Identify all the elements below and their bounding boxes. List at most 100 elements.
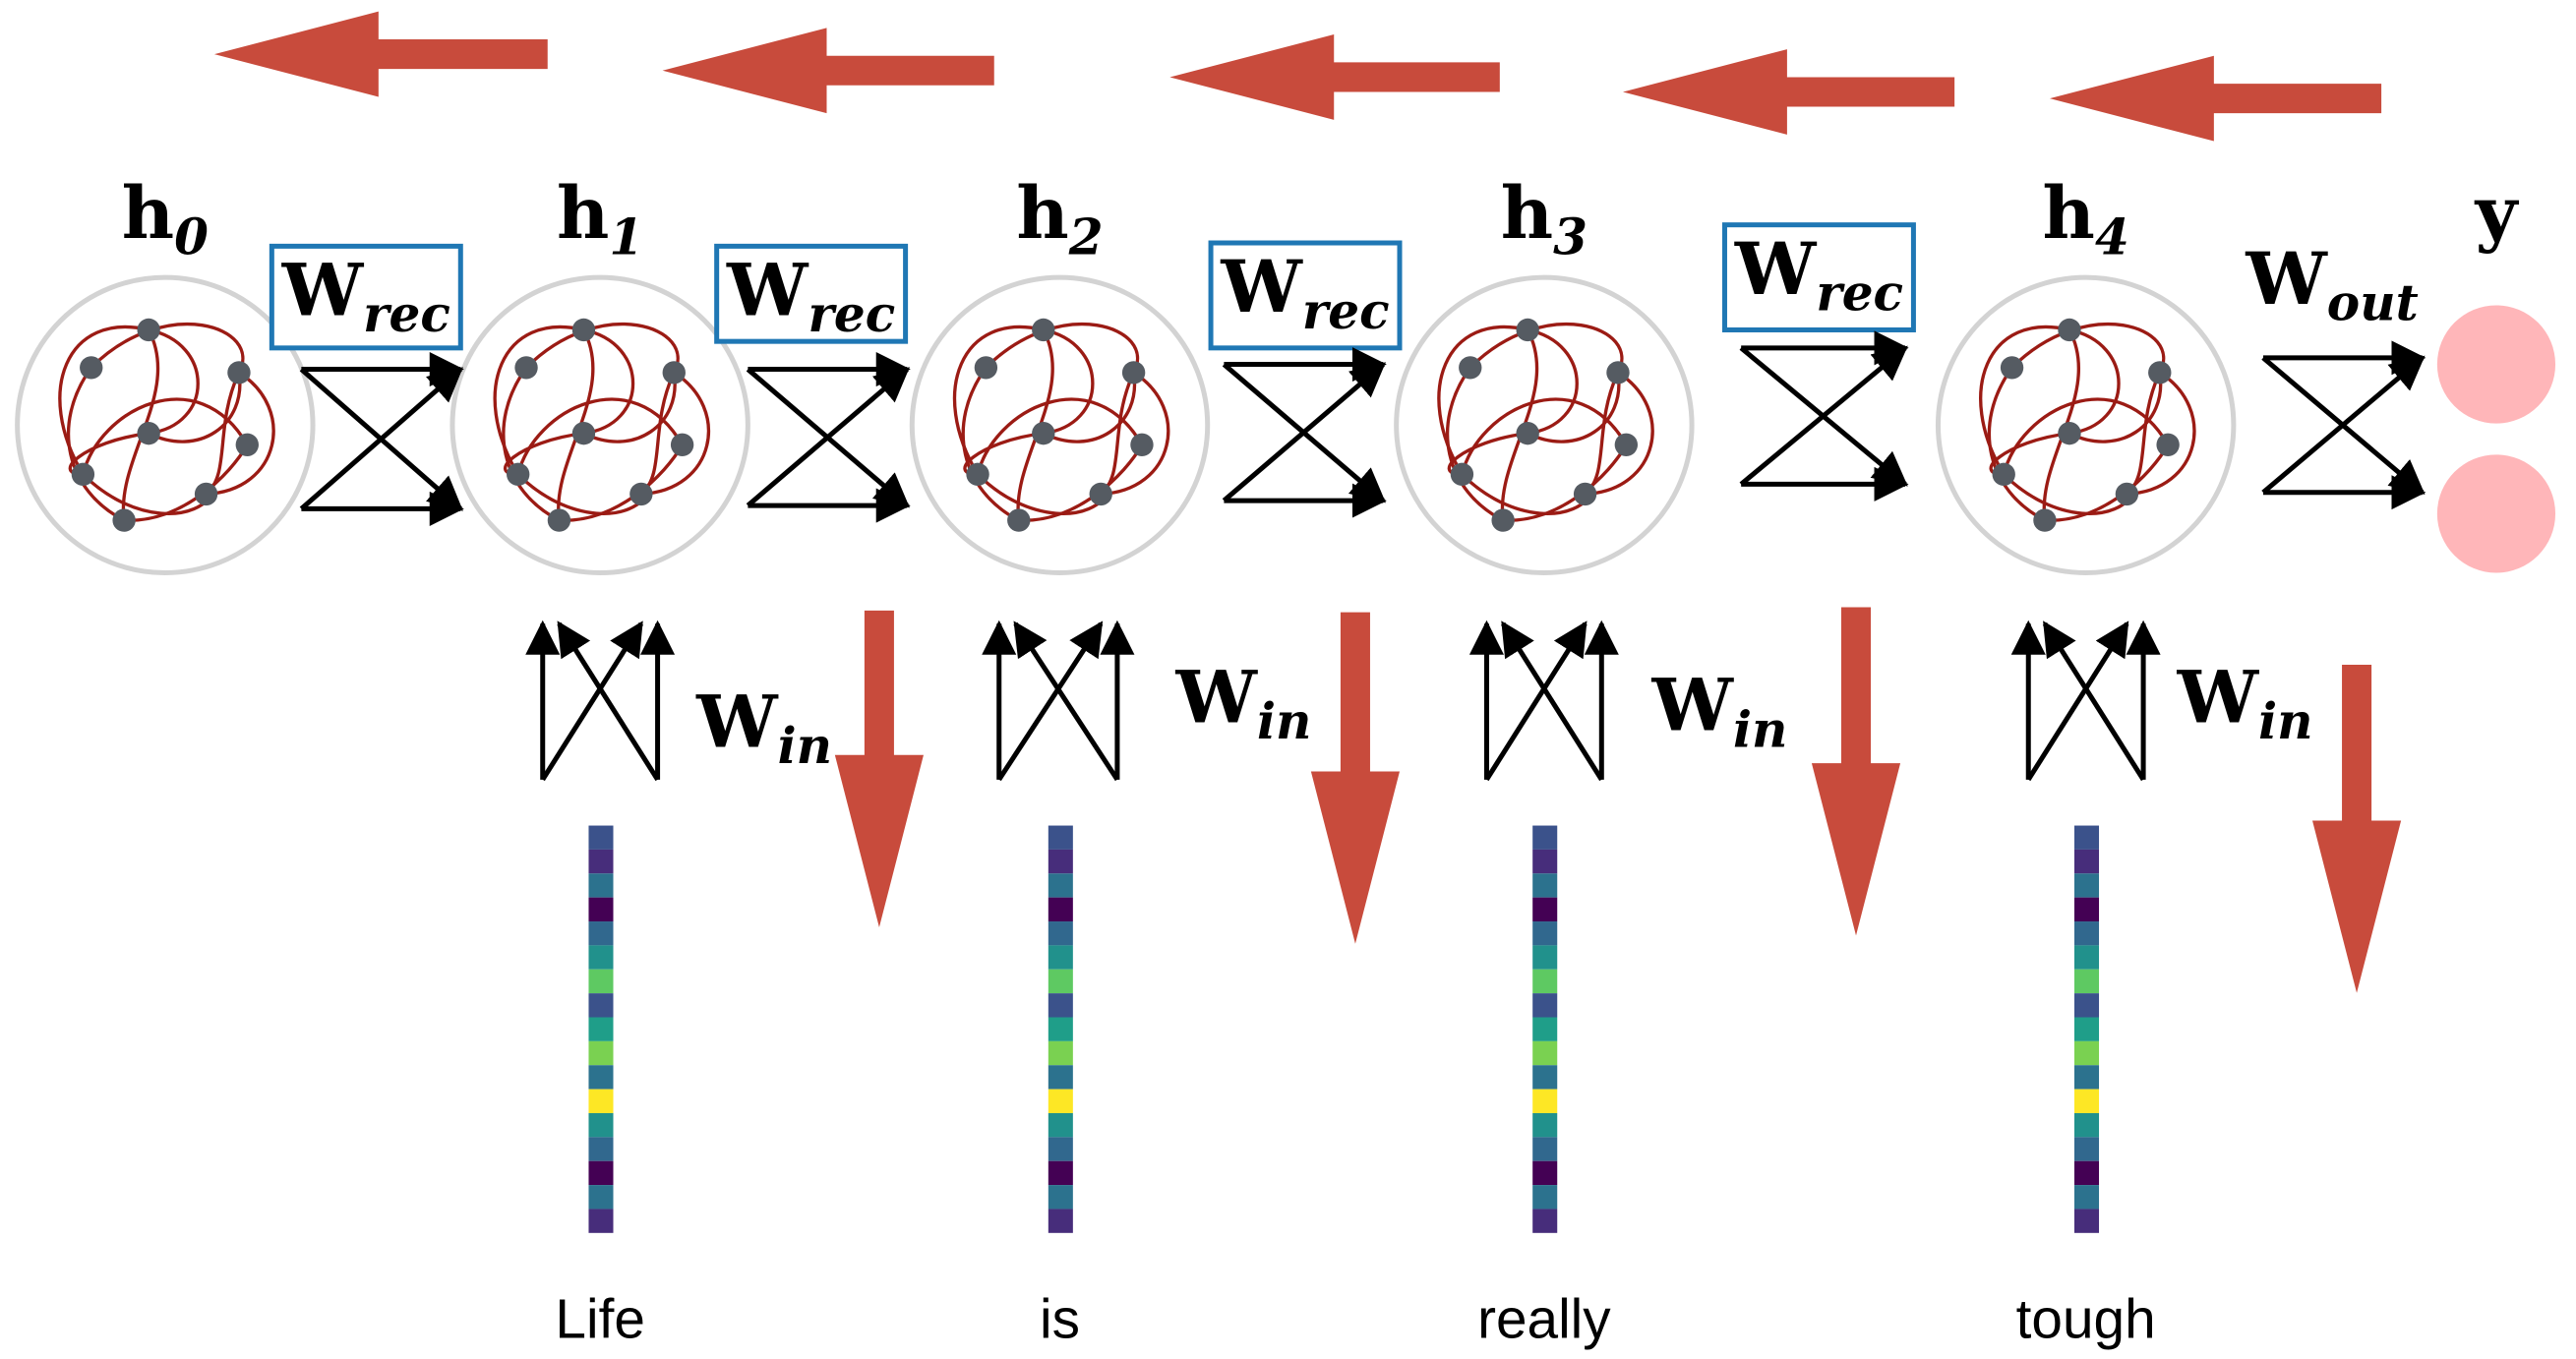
hidden-label-subscript: 2 (1068, 208, 1104, 266)
input-weight-arrow (543, 623, 641, 780)
embedding-cell (588, 1161, 613, 1185)
embedding-cell (1048, 1041, 1073, 1065)
embedding-cell (1532, 1161, 1557, 1185)
embedding-cell (1532, 826, 1557, 850)
embedding-cell (1048, 945, 1073, 969)
embedding-cell (1532, 898, 1557, 921)
input-weight-label-subscript: in (1733, 700, 1787, 758)
output-weight-label: Wout (2245, 237, 2418, 332)
hidden-label-symbol: h (2043, 171, 2095, 256)
embedding-cell (588, 1041, 613, 1065)
embedding-cell (2074, 970, 2099, 993)
hidden-network (912, 277, 1207, 572)
hidden-label-subscript: 0 (174, 208, 209, 266)
embedding-cell (1048, 898, 1073, 921)
embedding-cell (1048, 850, 1073, 873)
recurrent-weight-label-symbol: W (726, 248, 809, 332)
embedding-cell (1532, 993, 1557, 1017)
hidden-label: h4 (2043, 171, 2129, 266)
embedding-cell (1048, 1185, 1073, 1209)
output-unit (2437, 454, 2555, 572)
input-weight-arrow (1486, 623, 1585, 780)
embedding-cell (1532, 1113, 1557, 1137)
embedding-cell (1048, 921, 1073, 945)
hidden-label-subscript: 3 (1553, 208, 1588, 266)
output-weight-label-subscript: out (2327, 273, 2419, 331)
hidden-label: h0 (122, 171, 209, 266)
embedding-cell (1048, 1090, 1073, 1113)
recurrent-weight-label-subscript: rec (809, 285, 896, 343)
embedding-cell (2074, 1090, 2099, 1113)
embedding-cell (2074, 1041, 2099, 1065)
input-weight-arrow (1503, 623, 1601, 780)
embedding-cell (1048, 1137, 1073, 1160)
embedding-cell (1532, 970, 1557, 993)
embedding-cell (1532, 1209, 1557, 1232)
embedding-cell (1532, 1017, 1557, 1040)
embedding-cell (2074, 1161, 2099, 1185)
embedding-cell (588, 1209, 613, 1232)
hidden-network (452, 277, 748, 572)
embedding-cell (1048, 1209, 1073, 1232)
embedding-cell (2074, 826, 2099, 850)
input-weight-label-symbol: W (1174, 655, 1258, 739)
backprop-arrow (1623, 49, 1954, 135)
embedding-cell (588, 850, 613, 873)
backprop-arrow (2050, 56, 2381, 142)
recurrent-weight-label-subscript: rec (1816, 264, 1903, 322)
embedding-cell (1048, 993, 1073, 1017)
embedding-cell (1048, 970, 1073, 993)
embedding-cell (2074, 1209, 2099, 1232)
input-weight-label: Win (695, 680, 832, 775)
embedding-cell (588, 1185, 613, 1209)
hidden-label-subscript: 4 (2095, 208, 2129, 266)
backprop-arrow (1169, 34, 1499, 120)
word: Life (555, 1288, 644, 1350)
hidden-label-symbol: h (1501, 171, 1553, 256)
embedding-cell (588, 873, 613, 897)
input-weight-label-subscript: in (2258, 692, 2312, 750)
recurrent-weight-label-symbol: W (1734, 227, 1818, 312)
input-weight-label-symbol: W (2177, 655, 2260, 739)
embedding-cell (1048, 1113, 1073, 1137)
embedding-cell (588, 993, 613, 1017)
embedding-cell (1532, 945, 1557, 969)
embedding-cell (588, 826, 613, 850)
embedding-cell (588, 945, 613, 969)
embedding-cell (1532, 850, 1557, 873)
hidden-label-symbol: h (1016, 171, 1068, 256)
embedding-cell (1532, 921, 1557, 945)
word: tough (2016, 1288, 2156, 1350)
recurrent-weight-label-subscript: rec (1302, 282, 1390, 340)
embedding-cell (588, 1137, 613, 1160)
recurrent-weight-label-symbol: W (281, 248, 365, 332)
input-weight-arrow (1015, 623, 1116, 780)
gradient-arrow (1812, 608, 1900, 936)
input-weight-label-subscript: in (1257, 692, 1311, 750)
hidden-network (18, 277, 313, 572)
input-weight-arrow (559, 623, 657, 780)
embedding-cell (588, 921, 613, 945)
backprop-arrow (214, 12, 548, 97)
embedding-cell (1532, 1185, 1557, 1209)
word: is (1040, 1288, 1080, 1350)
output-weight-label-symbol: W (2245, 237, 2328, 322)
layer: h0h1h2h3h4WrecWrecWrecWrecWoutyWinLifeWi… (18, 12, 2555, 1351)
embedding-cell (1048, 1017, 1073, 1040)
hidden-network (1938, 277, 2233, 572)
embedding-cell (2074, 1185, 2099, 1209)
embedding-cell (588, 898, 613, 921)
embedding-cell (2074, 1065, 2099, 1089)
embedding-cell (2074, 850, 2099, 873)
embedding-cell (1532, 1090, 1557, 1113)
recurrent-weight-label-subscript: rec (363, 285, 450, 343)
input-weight-label-symbol: W (695, 680, 779, 764)
output-unit (2437, 305, 2555, 423)
output-label: y (2475, 171, 2520, 256)
output-label-symbol: y (2475, 171, 2520, 256)
gradient-arrow (2312, 665, 2401, 993)
embedding-cell (588, 1017, 613, 1040)
embedding-cell (1048, 826, 1073, 850)
embedding-cell (1048, 1065, 1073, 1089)
embedding-cell (2074, 1017, 2099, 1040)
